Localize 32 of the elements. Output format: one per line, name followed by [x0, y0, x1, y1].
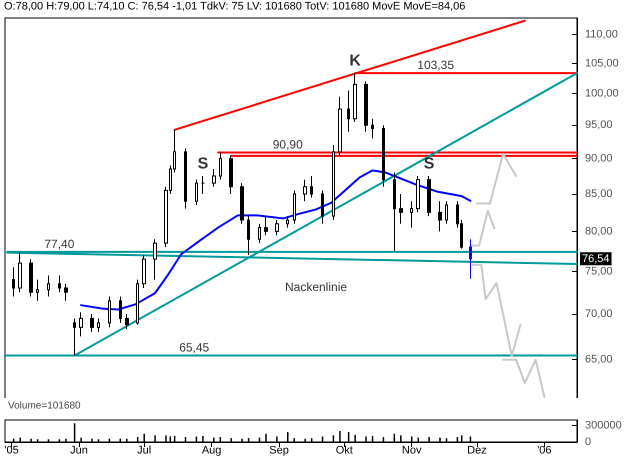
y-tick-label: 65,00	[585, 354, 613, 366]
x-tick-label: '06	[537, 444, 552, 456]
x-tick-label: Aug	[202, 444, 222, 456]
chart-title: O:78,00 H:79,00 L:74,10 C: 76,54 -1,01 TdkV: 75 LV: 101680 TotV: 101680 MovE MovE=84,06	[4, 0, 466, 12]
annotation: 103,35	[417, 58, 454, 72]
x-tick-label: Nov	[402, 444, 422, 456]
annotation: 90,90	[272, 137, 304, 152]
x-tick-label: Jul	[137, 444, 152, 456]
annotation: 65,45	[179, 340, 210, 354]
annotation: S	[198, 156, 209, 173]
x-tick-label: Okt	[336, 444, 353, 456]
y-tick-label: 95,00	[585, 119, 613, 132]
y-tick-label: 90,00	[585, 152, 613, 165]
x-tick-label: Dez	[467, 444, 487, 456]
y-tick-label: 110,00	[585, 28, 618, 41]
y-tick-label: 80,00	[585, 225, 613, 238]
text: 76,54	[582, 252, 610, 265]
y-tick-label: 75,00	[585, 265, 613, 278]
chart-title: Volume=101680	[8, 400, 81, 412]
x-tick-label: Sep	[269, 444, 289, 456]
annotation: Nackenlinie	[284, 280, 348, 294]
y-tick-label: 0	[585, 436, 592, 448]
y-tick-label: 100,00	[585, 88, 619, 100]
annotation: 77,40	[44, 236, 75, 251]
x-tick-label: Jun	[70, 444, 88, 456]
y-tick-label: 85,00	[585, 188, 613, 200]
x-tick-label: '05	[4, 444, 19, 456]
y-tick-label: 105,00	[585, 57, 619, 70]
y-tick-label: 70,00	[585, 308, 613, 320]
annotation: K	[349, 52, 362, 70]
y-tick-label: 300000	[585, 420, 622, 432]
annotation: S	[424, 156, 435, 173]
